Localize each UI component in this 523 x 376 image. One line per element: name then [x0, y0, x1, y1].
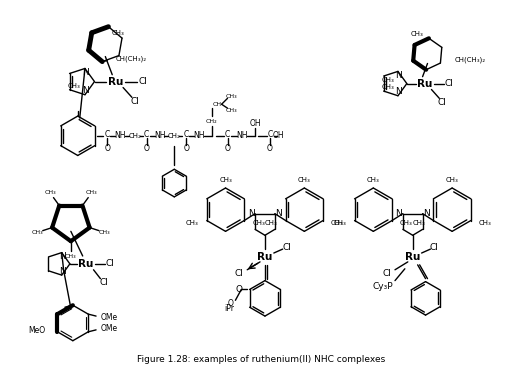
Text: Cy₃P: Cy₃P — [373, 282, 393, 291]
Text: Cl: Cl — [130, 97, 139, 106]
Text: CH₂: CH₂ — [129, 133, 141, 139]
Text: C: C — [105, 130, 110, 139]
Text: CH₃: CH₃ — [367, 177, 380, 183]
Text: CH₃: CH₃ — [225, 108, 237, 113]
Text: N: N — [59, 252, 66, 261]
Text: CH₃: CH₃ — [112, 30, 124, 36]
Text: NH: NH — [193, 131, 204, 140]
Text: CH₃: CH₃ — [298, 177, 311, 183]
Text: CH₃: CH₃ — [446, 177, 459, 183]
Text: CH₃: CH₃ — [265, 220, 278, 226]
Text: CH(CH₃)₂: CH(CH₃)₂ — [116, 55, 147, 62]
Text: Cl: Cl — [438, 98, 447, 107]
Text: Cl: Cl — [445, 79, 453, 88]
Text: Ru: Ru — [108, 77, 123, 86]
Text: CH₃: CH₃ — [65, 255, 77, 259]
Text: N: N — [395, 71, 402, 80]
Text: N: N — [423, 209, 430, 218]
Text: CH₃: CH₃ — [381, 77, 394, 83]
Text: Ru: Ru — [78, 259, 93, 269]
Text: CH₃: CH₃ — [334, 220, 347, 226]
Text: O: O — [228, 299, 233, 308]
Text: NH: NH — [115, 131, 126, 140]
Text: O: O — [183, 144, 189, 153]
Text: OMe: OMe — [100, 312, 118, 321]
Text: CH₃: CH₃ — [331, 220, 344, 226]
Text: iPr: iPr — [224, 304, 234, 313]
Text: CH₂: CH₂ — [206, 118, 218, 123]
Text: Ru: Ru — [417, 79, 432, 89]
Text: CH: CH — [213, 102, 222, 107]
Text: O: O — [236, 285, 243, 294]
Text: Cl: Cl — [282, 243, 291, 252]
Text: CH(CH₃)₂: CH(CH₃)₂ — [454, 57, 485, 63]
Text: Cl: Cl — [139, 77, 147, 86]
Text: OH: OH — [273, 131, 285, 140]
Text: CH₃: CH₃ — [479, 220, 492, 226]
Text: MeO: MeO — [28, 326, 46, 335]
Text: N: N — [276, 209, 282, 218]
Text: O: O — [144, 144, 150, 153]
Text: N: N — [395, 209, 402, 218]
Text: Ru: Ru — [257, 252, 272, 262]
Text: CH₃: CH₃ — [86, 190, 97, 195]
Text: Cl: Cl — [234, 269, 243, 278]
Text: N: N — [59, 267, 66, 276]
Text: N: N — [83, 86, 89, 95]
Text: Cl: Cl — [106, 259, 115, 268]
Text: Ru: Ru — [405, 252, 420, 262]
Text: CH₃: CH₃ — [225, 94, 237, 99]
Text: CH₃: CH₃ — [410, 31, 423, 37]
Text: C: C — [184, 130, 189, 139]
Text: CH₃: CH₃ — [413, 220, 425, 226]
Text: N: N — [83, 68, 89, 77]
Text: C: C — [144, 130, 150, 139]
Text: CH₃: CH₃ — [44, 190, 56, 195]
Text: CH₃: CH₃ — [67, 83, 80, 89]
Text: O: O — [105, 144, 110, 153]
Text: N: N — [248, 209, 255, 218]
Text: CH₃: CH₃ — [186, 220, 199, 226]
Text: OMe: OMe — [100, 324, 118, 334]
Text: CH₃: CH₃ — [99, 230, 110, 235]
Text: NH: NH — [154, 131, 165, 140]
Text: CH₃: CH₃ — [381, 84, 394, 90]
Text: CH₃: CH₃ — [400, 220, 413, 226]
Text: C: C — [267, 130, 272, 139]
Text: NH: NH — [236, 131, 248, 140]
Text: O: O — [224, 144, 231, 153]
Text: CH₃: CH₃ — [31, 230, 43, 235]
Text: CH₃: CH₃ — [219, 177, 232, 183]
Text: Cl: Cl — [430, 243, 439, 252]
Text: O: O — [267, 144, 273, 153]
Text: CH₂: CH₂ — [168, 133, 181, 139]
Text: Cl: Cl — [100, 278, 109, 287]
Text: Cl: Cl — [382, 269, 391, 278]
Text: OH: OH — [249, 120, 261, 129]
Text: C: C — [225, 130, 230, 139]
Text: Figure 1.28: examples of ruthenium(II) NHC complexes: Figure 1.28: examples of ruthenium(II) N… — [137, 355, 385, 364]
Text: N: N — [395, 87, 402, 96]
Text: CH₃: CH₃ — [252, 220, 265, 226]
